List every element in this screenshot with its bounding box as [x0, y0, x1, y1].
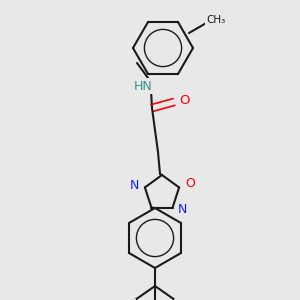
- Text: HN: HN: [134, 80, 152, 92]
- Text: O: O: [179, 94, 189, 106]
- Text: N: N: [178, 203, 187, 216]
- Text: N: N: [130, 179, 140, 192]
- Text: O: O: [185, 177, 195, 190]
- Text: CH₃: CH₃: [206, 15, 226, 25]
